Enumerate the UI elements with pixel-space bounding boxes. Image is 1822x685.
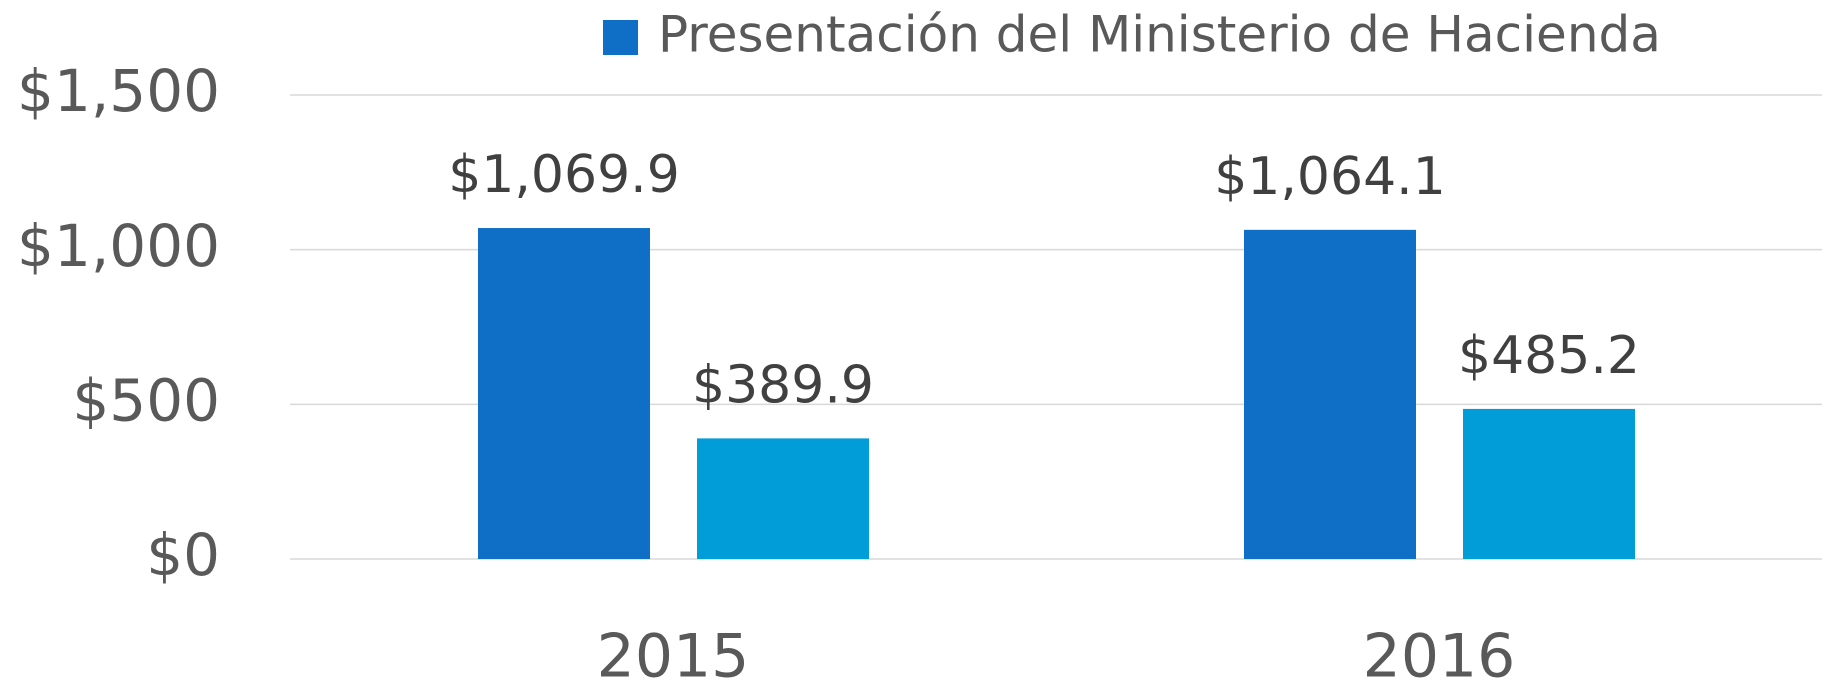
legend-swatch xyxy=(603,20,638,55)
data-label: $389.9 xyxy=(692,355,874,415)
y-tick-label: $1,500 xyxy=(17,57,220,125)
bar xyxy=(1244,229,1416,560)
data-label: $485.2 xyxy=(1458,326,1640,386)
bar xyxy=(1463,408,1635,559)
data-label: $1,069.9 xyxy=(448,145,680,205)
bar xyxy=(697,438,869,559)
y-tick-label: $0 xyxy=(146,521,220,589)
x-tick-label: 2015 xyxy=(597,622,750,685)
y-tick-label: $500 xyxy=(72,366,220,434)
legend-label: Presentación del Ministerio de Hacienda xyxy=(658,6,1661,64)
x-tick-label: 2016 xyxy=(1363,622,1516,685)
bar xyxy=(478,228,650,560)
data-label: $1,064.1 xyxy=(1214,147,1446,207)
y-tick-label: $1,000 xyxy=(17,212,220,280)
